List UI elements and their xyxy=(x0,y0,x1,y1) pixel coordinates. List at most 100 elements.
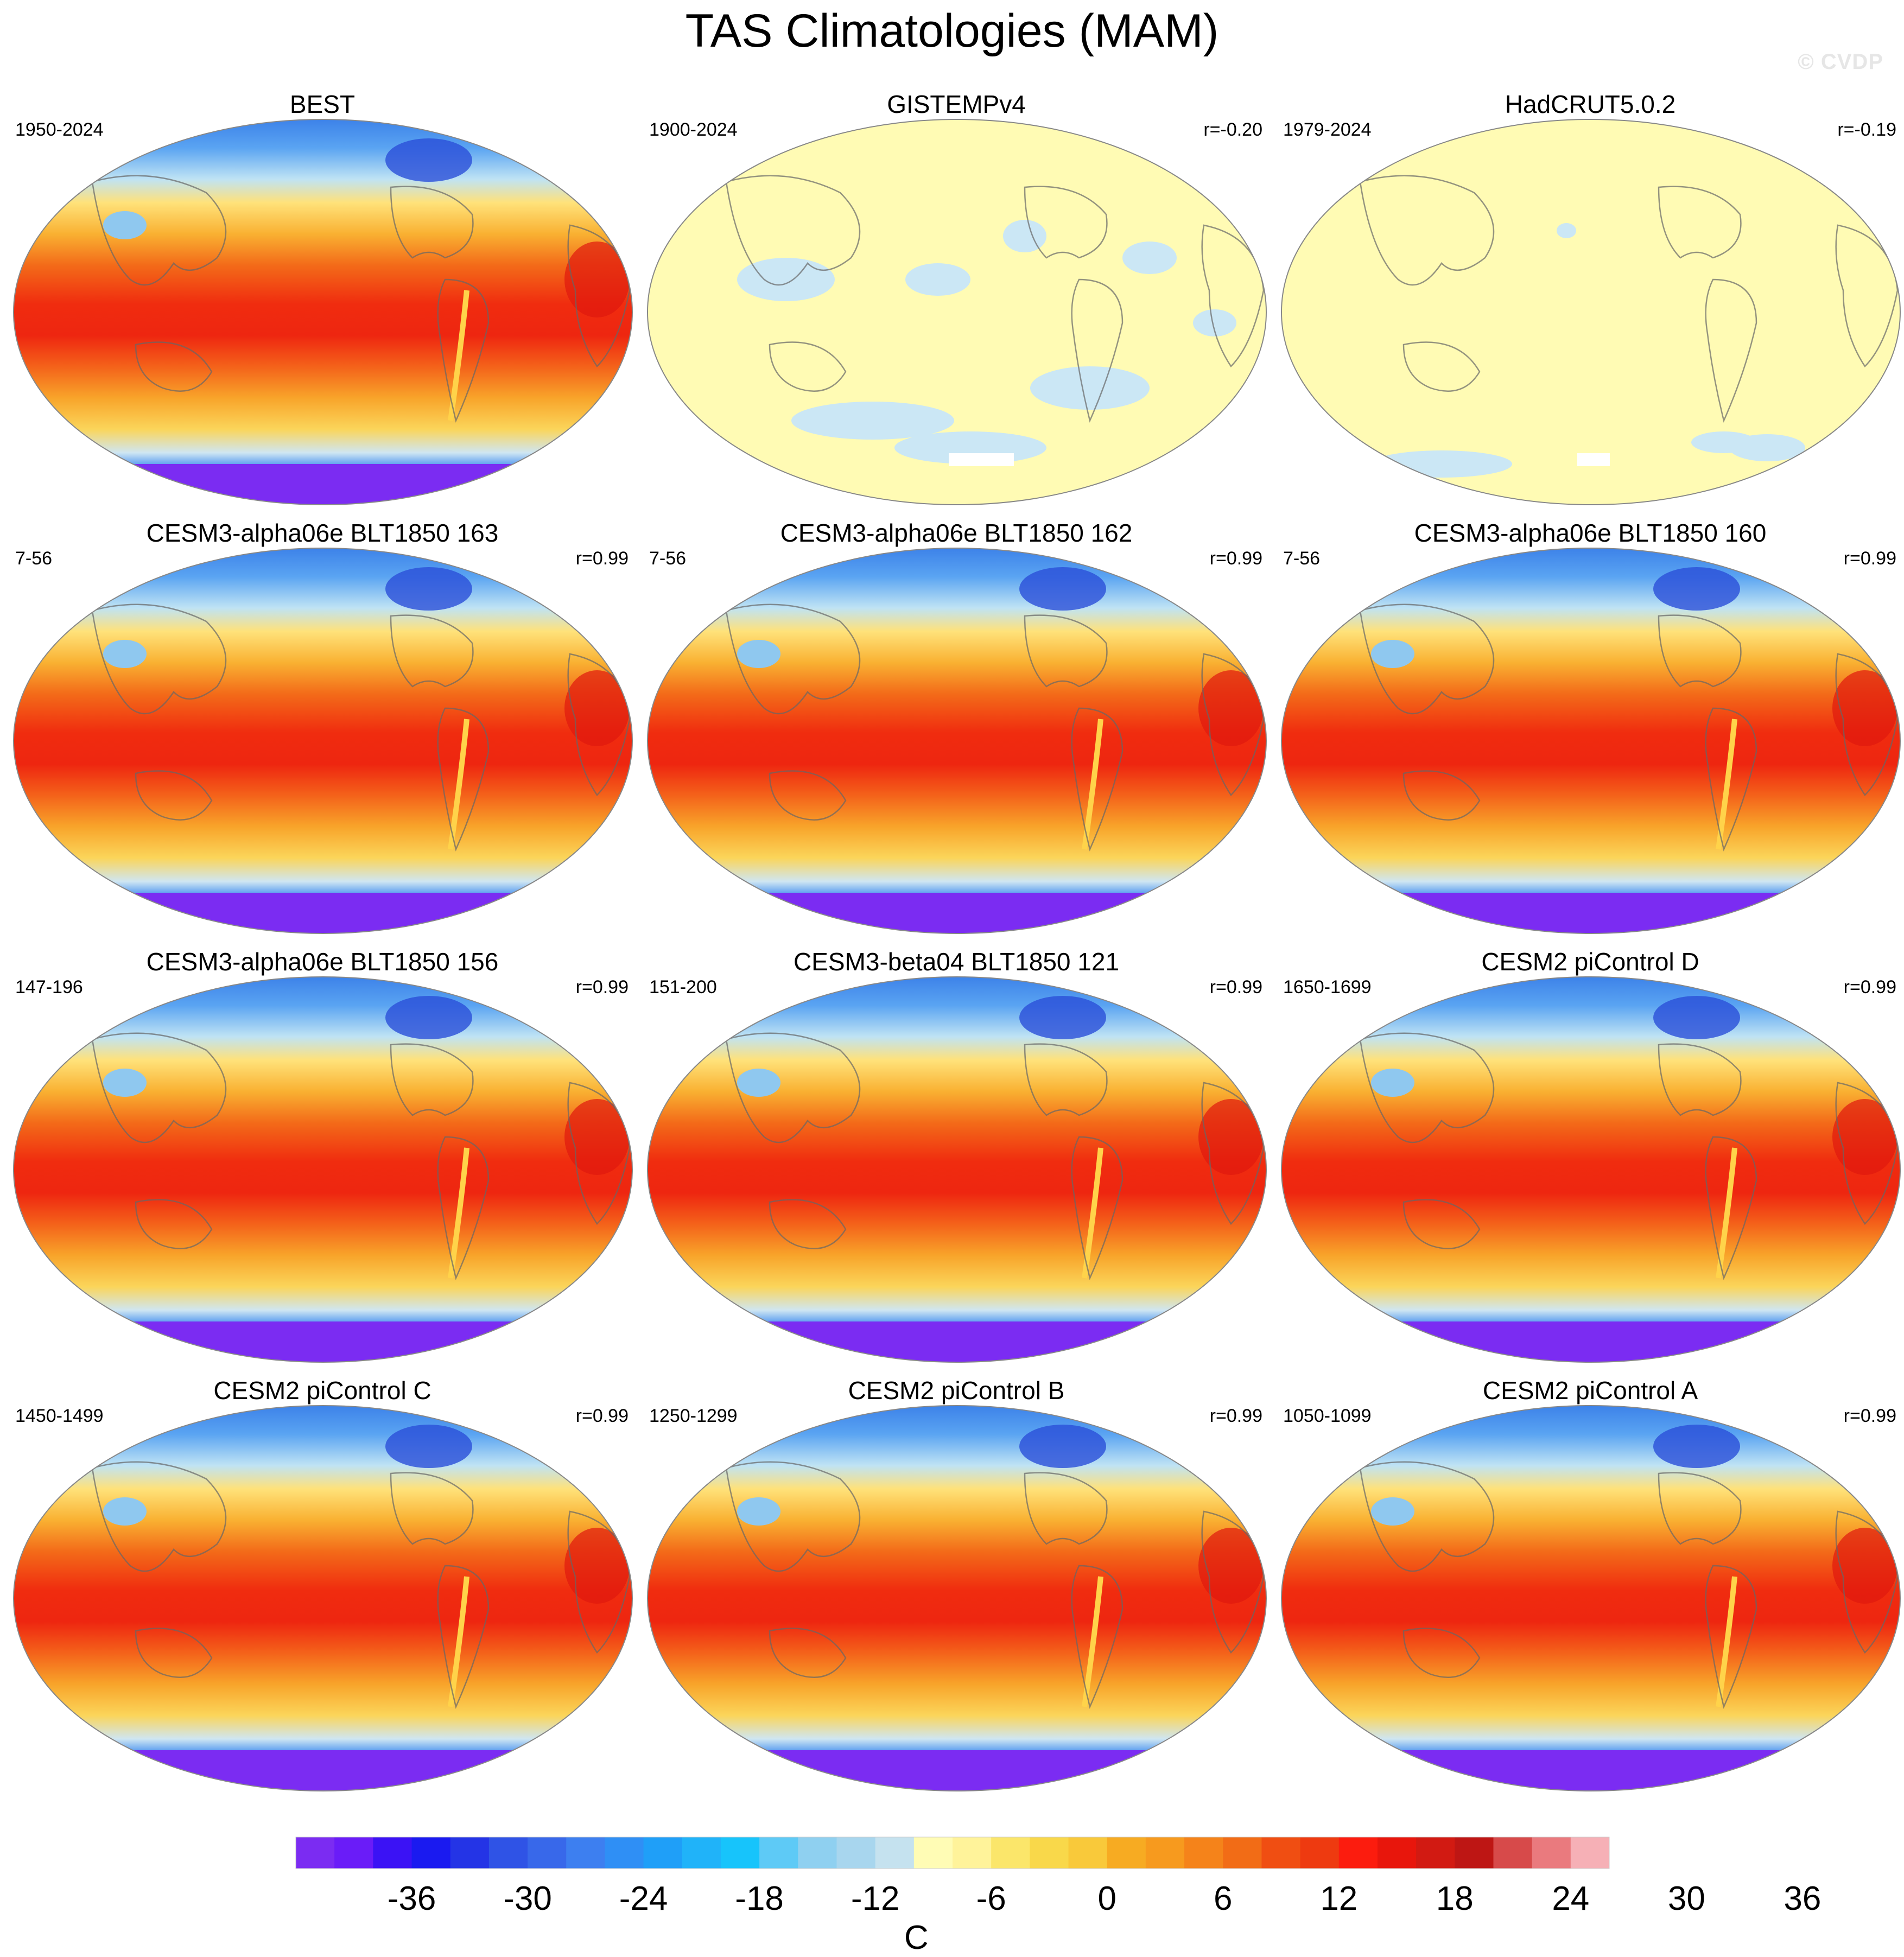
siberia-cold-core xyxy=(1653,1425,1740,1468)
anomaly-patch xyxy=(1003,220,1046,252)
temperature-field xyxy=(1281,1406,1900,1791)
map-panel: CESM3-alpha06e BLT1850 162 7-56 r=0.99 xyxy=(639,518,1273,942)
panel-title: CESM2 piControl A xyxy=(1482,1376,1698,1405)
colorbar-swatch xyxy=(1145,1837,1185,1869)
colorbar-swatch xyxy=(1300,1837,1340,1869)
panel-period-label: 147-196 xyxy=(15,977,83,997)
antarctica-region xyxy=(14,893,632,933)
colorbar-unit-label: C xyxy=(904,1919,929,1956)
antarctica-region xyxy=(14,1750,632,1791)
world-map xyxy=(1281,119,1901,505)
africa-warm-region xyxy=(564,670,630,746)
coastline xyxy=(769,1199,847,1249)
colorbar-swatch xyxy=(1493,1837,1533,1869)
map-border xyxy=(1281,1405,1901,1791)
panel-correlation-label: r=-0.20 xyxy=(1203,119,1262,140)
colorbar-swatch xyxy=(1107,1837,1146,1869)
andes-cool-streak xyxy=(1716,1147,1737,1279)
coastline xyxy=(769,341,847,392)
map-border xyxy=(1281,548,1901,934)
africa-warm-region xyxy=(1832,1099,1897,1175)
map-border xyxy=(647,976,1267,1363)
coastline xyxy=(91,1461,227,1572)
coastline xyxy=(437,707,490,852)
coastline xyxy=(1024,614,1108,688)
colorbar-swatch xyxy=(720,1837,760,1869)
coastline xyxy=(1359,175,1495,286)
colorbar-tick-label: 0 xyxy=(1097,1880,1116,1917)
colorbar-swatch xyxy=(643,1837,683,1869)
africa-warm-region xyxy=(564,1528,630,1604)
coastline xyxy=(91,1032,227,1143)
map-border xyxy=(13,976,633,1363)
temperature-field xyxy=(14,119,632,505)
map-border xyxy=(647,119,1267,505)
coastline xyxy=(725,1461,861,1572)
coastline xyxy=(769,1628,847,1678)
temperature-field xyxy=(648,548,1266,933)
panel-period-label: 1050-1099 xyxy=(1283,1406,1372,1426)
world-map xyxy=(647,119,1267,505)
panel-correlation-label: r=0.99 xyxy=(1209,548,1262,569)
colorbar-swatch xyxy=(798,1837,837,1869)
map-panel: CESM3-alpha06e BLT1850 160 7-56 r=0.99 xyxy=(1273,518,1904,942)
coastline xyxy=(135,1628,213,1678)
antarctica-region xyxy=(14,464,632,505)
panel-period-label: 1250-1299 xyxy=(649,1406,738,1426)
africa-warm-region xyxy=(1832,1528,1897,1604)
andes-cool-streak xyxy=(1082,1147,1103,1279)
colorbar-swatch xyxy=(1532,1837,1571,1869)
panel-period-label: 1450-1499 xyxy=(15,1406,104,1426)
coastline xyxy=(91,175,227,286)
coastline xyxy=(91,603,227,715)
coastline xyxy=(725,603,861,715)
panel-title: CESM3-alpha06e BLT1850 156 xyxy=(146,948,499,976)
coastline xyxy=(1024,1472,1108,1545)
colorbar-swatch xyxy=(488,1837,528,1869)
andes-cool-streak xyxy=(1716,1576,1737,1707)
antarctica-region xyxy=(648,1750,1266,1791)
panel-correlation-label: r=0.99 xyxy=(1843,548,1896,569)
colorbar-swatch xyxy=(1223,1837,1262,1869)
colorbar-swatch xyxy=(953,1837,992,1869)
map-panel: CESM2 piControl B 1250-1299 r=0.99 xyxy=(639,1376,1273,1799)
colorbar-swatch xyxy=(682,1837,721,1869)
colorbar-swatch xyxy=(1338,1837,1378,1869)
siberia-cold-core xyxy=(385,138,472,182)
tibet-cold-spot xyxy=(103,1497,147,1526)
map-panel: CESM2 piControl C 1450-1499 r=0.99 xyxy=(5,1376,639,1799)
panel-title: CESM3-alpha06e BLT1850 162 xyxy=(780,519,1133,547)
colorbar-swatch xyxy=(1377,1837,1417,1869)
coastline xyxy=(390,1043,474,1116)
map-panel: BEST 1950-2024 xyxy=(5,90,639,513)
colorbar-swatch xyxy=(450,1837,490,1869)
colorbar-swatch xyxy=(875,1837,915,1869)
antarctica-region xyxy=(1281,893,1900,933)
map-border xyxy=(13,1405,633,1791)
world-map xyxy=(13,1405,633,1791)
map-panel: HadCRUT5.0.2 1979-2024 r=-0.19 xyxy=(1273,90,1904,513)
world-map xyxy=(647,1405,1267,1791)
coastline xyxy=(1071,1136,1124,1280)
world-map xyxy=(647,976,1267,1363)
tibet-cold-spot xyxy=(1371,1069,1414,1097)
colorbar-swatch xyxy=(1068,1837,1108,1869)
colorbar-swatch xyxy=(566,1837,605,1869)
coastline xyxy=(1705,1565,1757,1709)
coastline xyxy=(135,341,213,392)
colorbar-swatch xyxy=(1416,1837,1455,1869)
panel-title: GISTEMPv4 xyxy=(887,90,1026,118)
coastline xyxy=(437,1565,490,1709)
panel-correlation-label: r=0.99 xyxy=(1843,977,1896,997)
coastline xyxy=(390,614,474,688)
panel-period-label: 7-56 xyxy=(1283,548,1321,569)
siberia-cold-core xyxy=(385,567,472,611)
colorbar-tick-label: -36 xyxy=(387,1880,436,1917)
map-border xyxy=(13,548,633,934)
temperature-field xyxy=(648,1406,1266,1791)
panel-title: CESM3-alpha06e BLT1850 160 xyxy=(1414,519,1767,547)
africa-warm-region xyxy=(1832,670,1897,746)
coastline xyxy=(437,1136,490,1280)
panel-correlation-label: r=0.99 xyxy=(1209,1406,1262,1426)
colorbar-tick-label: 36 xyxy=(1784,1880,1822,1917)
